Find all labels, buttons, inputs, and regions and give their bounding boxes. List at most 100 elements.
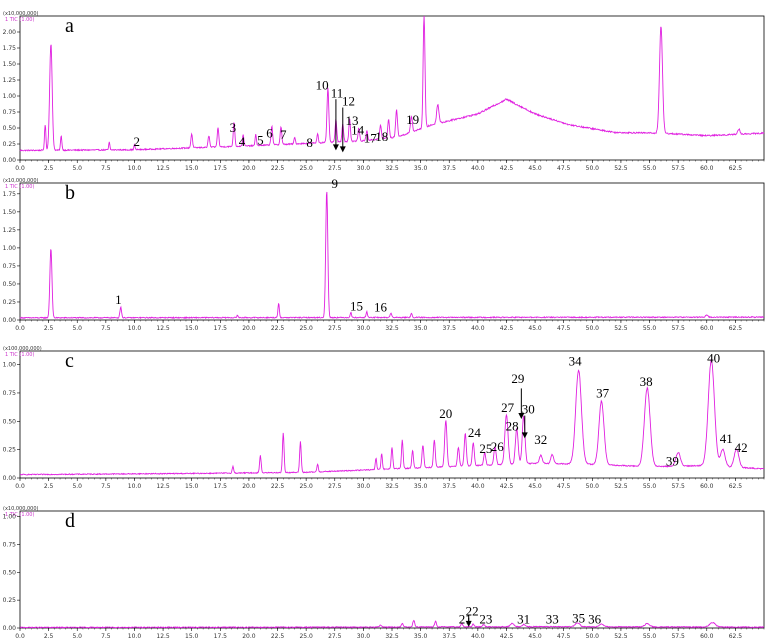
x-tick-label: 15.0 bbox=[185, 325, 199, 332]
x-tick-label: 12.5 bbox=[156, 483, 170, 490]
x-tick-label: 37.5 bbox=[443, 633, 457, 640]
x-tick-label: 60.0 bbox=[700, 325, 714, 332]
peak-label: 23 bbox=[479, 612, 492, 627]
peak-label: 34 bbox=[569, 354, 583, 369]
x-tick-label: 22.5 bbox=[271, 165, 285, 172]
peak-label: 20 bbox=[439, 406, 452, 421]
x-tick-label: 25.0 bbox=[299, 165, 313, 172]
peak-label: 35 bbox=[572, 610, 585, 625]
x-tick-label: 10.0 bbox=[128, 165, 142, 172]
y-tick-label: 0.00 bbox=[3, 475, 17, 482]
x-tick-label: 25.0 bbox=[299, 483, 313, 490]
x-tick-label: 37.5 bbox=[443, 325, 457, 332]
x-tick-label: 42.5 bbox=[500, 165, 514, 172]
x-tick-label: 45.0 bbox=[528, 633, 542, 640]
panel-letter: c bbox=[65, 350, 74, 372]
x-tick-label: 35.0 bbox=[414, 165, 428, 172]
peak-label: 39 bbox=[666, 454, 679, 469]
y-tick-label: 1.00 bbox=[3, 514, 17, 521]
y-tick-label: 1.00 bbox=[3, 245, 17, 252]
x-tick-label: 52.5 bbox=[614, 325, 628, 332]
y-tick-label: 1.00 bbox=[3, 93, 17, 100]
y-tick-label: 0.25 bbox=[3, 447, 17, 454]
x-tick-label: 47.5 bbox=[557, 165, 571, 172]
x-tick-label: 7.5 bbox=[101, 633, 111, 640]
x-tick-label: 60.0 bbox=[700, 633, 714, 640]
x-tick-label: 37.5 bbox=[443, 165, 457, 172]
y-tick-label: 1.75 bbox=[3, 191, 17, 198]
x-tick-label: 45.0 bbox=[528, 165, 542, 172]
x-tick-label: 10.0 bbox=[128, 633, 142, 640]
y-tick-label: 1.00 bbox=[3, 362, 17, 369]
peak-label: 18 bbox=[375, 129, 388, 144]
peak-label: 22 bbox=[466, 604, 479, 619]
x-tick-label: 27.5 bbox=[328, 325, 342, 332]
x-tick-label: 50.0 bbox=[586, 483, 600, 490]
peak-label: 41 bbox=[720, 431, 733, 446]
peak-label: 40 bbox=[707, 350, 720, 365]
x-tick-label: 0.0 bbox=[15, 165, 25, 172]
x-tick-label: 45.0 bbox=[528, 483, 542, 490]
peak-label: 9 bbox=[332, 176, 339, 191]
x-tick-label: 52.5 bbox=[614, 633, 628, 640]
x-tick-label: 32.5 bbox=[385, 325, 399, 332]
peak-label: 28 bbox=[506, 418, 519, 433]
x-tick-label: 40.0 bbox=[471, 483, 485, 490]
tic-trace bbox=[19, 15, 765, 152]
peak-label: 24 bbox=[468, 425, 482, 440]
peak-label: 27 bbox=[501, 400, 515, 415]
x-tick-label: 17.5 bbox=[214, 483, 228, 490]
x-tick-label: 62.5 bbox=[729, 633, 743, 640]
x-tick-label: 17.5 bbox=[214, 633, 228, 640]
x-tick-label: 20.0 bbox=[242, 633, 256, 640]
peak-label: 31 bbox=[517, 612, 530, 627]
peak-label: 12 bbox=[342, 94, 355, 109]
y-tick-label: 0.75 bbox=[3, 541, 17, 548]
x-tick-label: 27.5 bbox=[328, 165, 342, 172]
plot-frame bbox=[19, 510, 765, 629]
peak-label: 10 bbox=[316, 78, 329, 93]
y-tick-label: 0.75 bbox=[3, 263, 17, 270]
panel-letter: d bbox=[65, 510, 75, 532]
x-tick-label: 40.0 bbox=[471, 165, 485, 172]
x-tick-label: 20.0 bbox=[242, 483, 256, 490]
x-tick-label: 40.0 bbox=[471, 325, 485, 332]
peak-label: 6 bbox=[266, 126, 273, 141]
peak-label: 17 bbox=[364, 131, 378, 146]
trace-name: 1 TIC (1.00) bbox=[5, 352, 34, 358]
x-tick-label: 42.5 bbox=[500, 325, 514, 332]
x-tick-label: 5.0 bbox=[72, 633, 82, 640]
y-tick-label: 0.50 bbox=[3, 418, 17, 425]
peak-label: 11 bbox=[331, 85, 344, 100]
y-tick-label: 0.50 bbox=[3, 569, 17, 576]
x-tick-label: 32.5 bbox=[385, 483, 399, 490]
x-tick-label: 57.5 bbox=[671, 633, 685, 640]
x-tick-label: 15.0 bbox=[185, 633, 199, 640]
x-tick-label: 40.0 bbox=[471, 633, 485, 640]
x-tick-label: 32.5 bbox=[385, 633, 399, 640]
x-tick-label: 57.5 bbox=[671, 483, 685, 490]
x-tick-label: 12.5 bbox=[156, 165, 170, 172]
trace-name: 1 TIC (1.00) bbox=[5, 17, 34, 23]
x-tick-label: 62.5 bbox=[729, 325, 743, 332]
x-tick-label: 37.5 bbox=[443, 483, 457, 490]
y-scale-note: (x10,000,000) bbox=[3, 506, 39, 512]
peak-label: 8 bbox=[306, 135, 313, 150]
y-tick-label: 0.00 bbox=[3, 157, 17, 164]
x-tick-label: 47.5 bbox=[557, 633, 571, 640]
x-tick-label: 20.0 bbox=[242, 325, 256, 332]
y-tick-label: 0.00 bbox=[3, 317, 17, 324]
panel-letter: b bbox=[65, 182, 75, 204]
x-tick-label: 30.0 bbox=[357, 483, 371, 490]
x-tick-label: 15.0 bbox=[185, 165, 199, 172]
x-tick-label: 42.5 bbox=[500, 483, 514, 490]
y-tick-label: 0.25 bbox=[3, 141, 17, 148]
x-tick-label: 55.0 bbox=[643, 633, 657, 640]
x-tick-label: 57.5 bbox=[671, 325, 685, 332]
chromatogram-panel-a: (x10,000,000)1 TIC (1.00) 0.00 0.25 0.50 0.7… bbox=[3, 11, 765, 172]
x-tick-label: 25.0 bbox=[299, 325, 313, 332]
peak-label: 36 bbox=[588, 612, 602, 627]
peak-label: 19 bbox=[406, 112, 419, 127]
x-tick-label: 22.5 bbox=[271, 325, 285, 332]
